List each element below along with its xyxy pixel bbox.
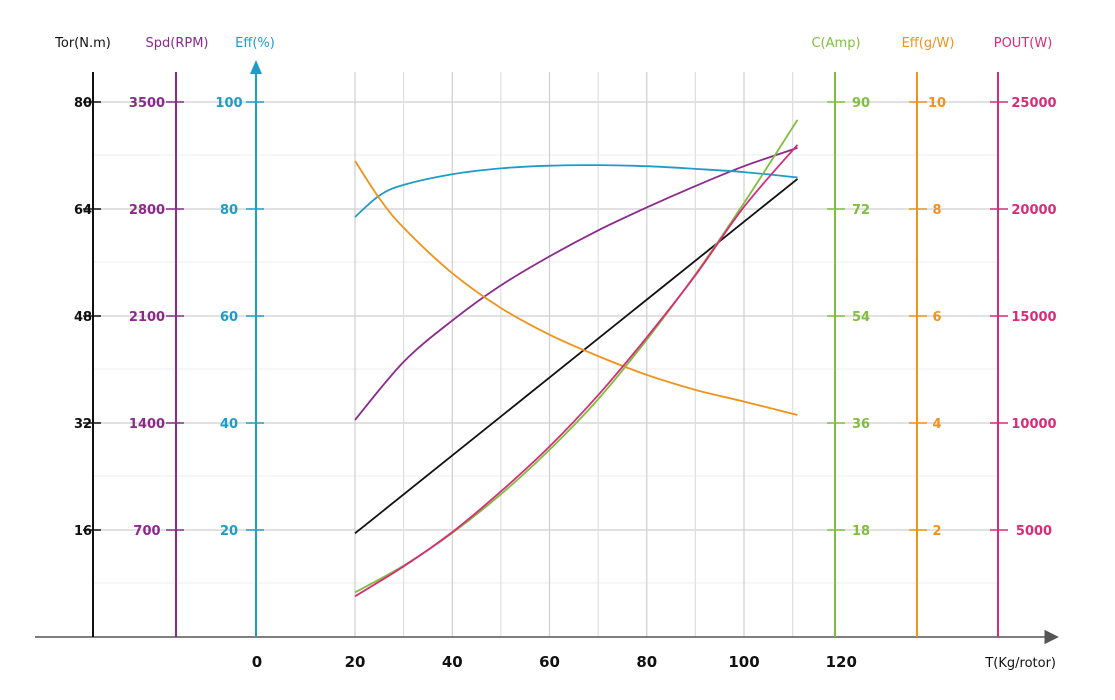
x-tick-label: 0 [252, 653, 262, 671]
tick-label-pout: 15000 [1011, 310, 1056, 325]
tick-label-pout: 10000 [1011, 417, 1056, 432]
tick-label-gw: 2 [932, 524, 941, 539]
x-axis-label: T(Kg/rotor) [984, 656, 1056, 671]
x-tick-label: 120 [826, 653, 857, 671]
tick-label-amp: 90 [852, 96, 870, 111]
tick-label-amp: 72 [852, 203, 870, 218]
series-line-pout [354, 144, 799, 598]
chart-series [354, 119, 799, 598]
tick-label-eff: 80 [220, 203, 238, 218]
tick-label-spd: 1400 [129, 417, 165, 432]
series-line-tor [354, 178, 799, 535]
tick-label-tor: 32 [74, 417, 92, 432]
tick-label-spd: 2100 [129, 310, 165, 325]
tick-label-pout: 25000 [1011, 96, 1056, 111]
axis-title-gw: Eff(g/W) [902, 36, 955, 51]
tick-label-eff: 60 [220, 310, 238, 325]
tick-label-pout: 5000 [1016, 524, 1052, 539]
x-tick-label: 80 [636, 653, 657, 671]
x-tick-label: 100 [728, 653, 759, 671]
axis-title-pout: POUT(W) [994, 36, 1053, 51]
series-line-eff [354, 164, 798, 218]
tick-label-gw: 8 [932, 203, 941, 218]
tick-label-spd: 2800 [129, 203, 165, 218]
chart-grid [93, 72, 1000, 637]
x-tick-label: 60 [539, 653, 560, 671]
tick-label-amp: 18 [852, 524, 870, 539]
tick-label-eff: 40 [220, 417, 238, 432]
tick-label-spd: 3500 [129, 96, 165, 111]
tick-label-tor: 16 [74, 524, 92, 539]
tick-label-eff: 20 [220, 524, 238, 539]
axis-title-eff: Eff(%) [235, 36, 275, 51]
tick-label-tor: 80 [74, 96, 92, 111]
tick-label-tor: 48 [74, 310, 92, 325]
series-line-gw [354, 160, 798, 416]
tick-label-amp: 54 [852, 310, 870, 325]
axis-title-spd: Spd(RPM) [146, 36, 209, 51]
axis-title-amp: C(Amp) [811, 36, 860, 51]
axis-title-tor: Tor(N.m) [54, 36, 111, 51]
tick-label-eff: 100 [215, 96, 242, 111]
x-tick-label: 20 [345, 653, 366, 671]
tick-label-spd: 700 [133, 524, 160, 539]
tick-label-gw: 4 [932, 417, 941, 432]
tick-label-gw: 10 [928, 96, 946, 111]
tick-label-amp: 36 [852, 417, 870, 432]
series-line-spd [354, 147, 798, 421]
tick-label-pout: 20000 [1011, 203, 1056, 218]
tick-label-tor: 64 [74, 203, 92, 218]
eff-axis-arrow-icon [250, 60, 262, 74]
chart-axes: 0 20 40 60 80 100 120Tor(N.m)8064483216Spd(RPM… [35, 36, 1059, 671]
x-tick-label: 40 [442, 653, 463, 671]
tick-label-gw: 6 [932, 310, 941, 325]
